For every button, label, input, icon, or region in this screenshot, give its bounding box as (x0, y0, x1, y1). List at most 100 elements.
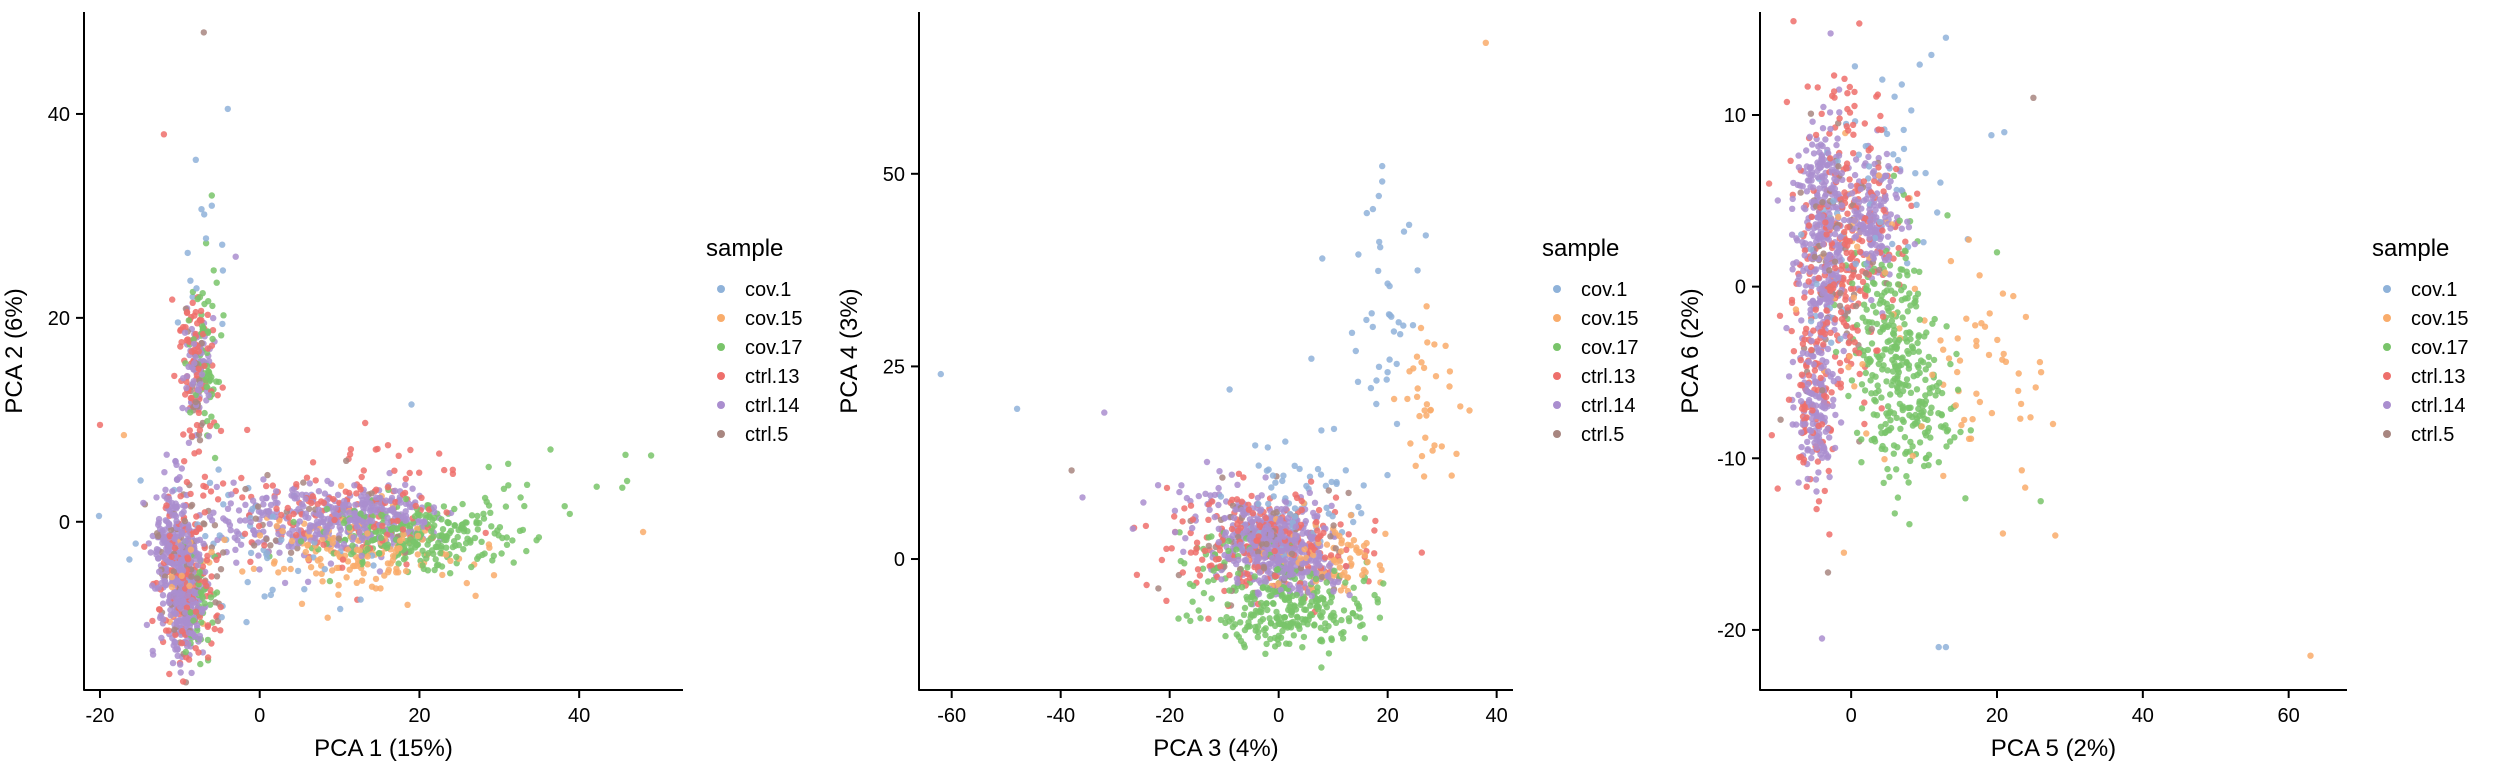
data-point (260, 501, 267, 508)
data-point (1795, 280, 1803, 288)
data-point (1245, 506, 1253, 513)
data-point (1321, 554, 1329, 561)
data-point (1864, 287, 1872, 294)
data-point (1833, 249, 1841, 256)
data-point (622, 451, 629, 458)
data-point (344, 558, 352, 565)
data-point (213, 573, 221, 580)
data-point (137, 477, 144, 484)
data-point (1830, 204, 1837, 211)
data-point (1429, 447, 1436, 454)
data-point (1237, 524, 1244, 531)
data-point (1777, 416, 1784, 423)
data-point (171, 535, 178, 542)
data-point (156, 568, 163, 575)
data-point (485, 463, 492, 471)
data-point (208, 373, 215, 381)
data-point (1900, 418, 1907, 425)
data-point (1865, 163, 1873, 170)
data-point (1830, 396, 1837, 403)
data-point (201, 362, 208, 370)
data-point (1283, 640, 1290, 647)
data-point (485, 502, 493, 509)
data-point (1293, 613, 1301, 620)
data-point (1861, 399, 1868, 406)
data-point (1807, 110, 1815, 117)
data-point (313, 518, 321, 525)
data-point (322, 529, 330, 536)
data-point (1187, 502, 1195, 509)
data-point (177, 493, 184, 500)
legend: samplecov.1cov.15cov.17ctrl.13ctrl.14ctr… (1542, 235, 1638, 446)
data-point (1796, 454, 1803, 461)
data-point (1861, 420, 1868, 428)
data-point (1249, 524, 1257, 531)
data-point (182, 537, 189, 545)
data-point (187, 609, 194, 616)
data-point (1815, 498, 1823, 505)
data-point (1182, 535, 1189, 542)
data-point (389, 552, 397, 560)
data-point (1457, 403, 1464, 410)
data-point (1833, 177, 1840, 184)
data-point (1914, 190, 1921, 197)
data-point (212, 599, 219, 606)
data-point (241, 530, 249, 537)
data-point (1350, 537, 1358, 544)
data-point (1793, 259, 1800, 266)
data-point (1858, 459, 1865, 466)
data-point (207, 601, 214, 608)
data-point (447, 570, 454, 577)
data-point (1323, 541, 1331, 548)
data-point (1942, 643, 1950, 651)
data-point (1822, 136, 1829, 143)
legend-label: cov.1 (1581, 279, 1627, 301)
data-point (1954, 368, 1961, 376)
data-point (1347, 555, 1354, 562)
data-point (394, 512, 401, 519)
legend: samplecov.1cov.15cov.17ctrl.13ctrl.14ctr… (706, 235, 802, 446)
data-point (250, 527, 257, 534)
data-point (233, 559, 240, 566)
data-point (201, 473, 209, 480)
data-point (1838, 170, 1846, 177)
data-point (1319, 255, 1326, 262)
data-point (1976, 398, 1984, 406)
data-point (190, 378, 197, 385)
data-point (1267, 531, 1275, 539)
data-point (1899, 403, 1907, 410)
data-point (425, 550, 432, 557)
data-point (1818, 421, 1826, 428)
data-point (1251, 573, 1258, 580)
data-point (1333, 480, 1340, 487)
data-point (1299, 530, 1306, 537)
data-point (171, 544, 179, 552)
data-point (1368, 310, 1375, 317)
data-point (1390, 328, 1398, 335)
data-point (1325, 572, 1332, 579)
data-point (1808, 337, 1815, 344)
data-point (333, 564, 340, 572)
x-tick-label: 40 (568, 705, 590, 727)
data-point (269, 482, 276, 489)
data-point (1290, 632, 1298, 639)
data-point (1800, 459, 1807, 466)
x-tick-label: 40 (1486, 705, 1508, 727)
data-point (1965, 236, 1973, 243)
data-point (460, 546, 467, 553)
data-point (218, 332, 225, 339)
data-point (1825, 254, 1833, 262)
data-point (1809, 172, 1816, 179)
data-point (1852, 302, 1860, 310)
data-point (1994, 336, 2001, 344)
data-point (1280, 533, 1288, 540)
data-point (1360, 577, 1368, 585)
data-point (1851, 217, 1858, 224)
data-point (1820, 341, 1827, 348)
data-point (1918, 423, 1926, 430)
data-point (1898, 287, 1905, 294)
data-point (1820, 103, 1827, 111)
data-point (436, 450, 443, 457)
data-point (1940, 346, 1947, 353)
data-point (1965, 435, 1973, 442)
